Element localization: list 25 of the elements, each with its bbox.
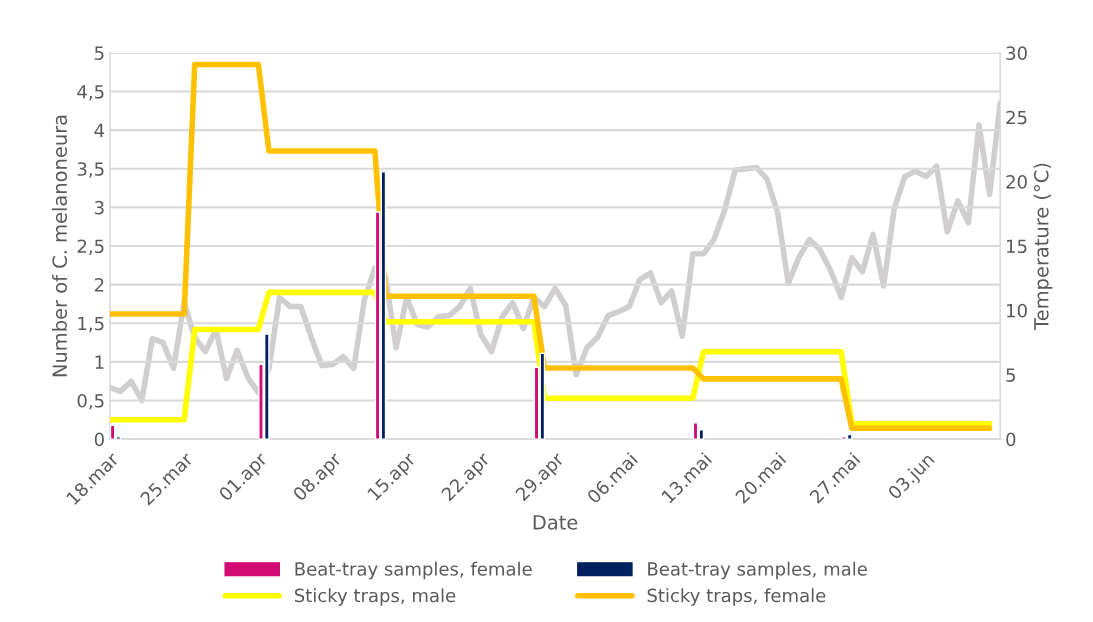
y-axis-title: Number of C. melanoneura xyxy=(52,115,68,377)
y2-tick-label: 5 xyxy=(1006,368,1015,382)
y-tick-label: 0,5 xyxy=(77,393,104,410)
legend-label: Beat-tray samples, male xyxy=(648,561,867,580)
y2-tick-label: 20 xyxy=(1006,175,1027,189)
y2-tick-label: 15 xyxy=(1007,239,1027,254)
legend-label: Sticky traps, male xyxy=(294,588,456,606)
y-tick-label: 2 xyxy=(94,278,104,292)
y-tick-label: 4 xyxy=(94,123,105,137)
y-tick-label: 3 xyxy=(94,200,104,215)
y2-tick-label: 25 xyxy=(1006,110,1027,125)
legend-label: Beat-tray samples, female xyxy=(295,561,532,580)
y-tick-label: 2,5 xyxy=(77,239,104,255)
y2-tick-label: 30 xyxy=(1006,46,1027,60)
y-tick-label: 5 xyxy=(95,46,104,60)
x-axis-title: Date xyxy=(533,515,578,530)
y-tick-label: 1,5 xyxy=(78,316,104,333)
y2-tick-label: 10 xyxy=(1007,303,1027,318)
y-tick-label: 1 xyxy=(95,355,104,369)
y-tick-label: 3,5 xyxy=(77,162,104,178)
legend-label: Sticky traps, female xyxy=(647,588,826,606)
y-tick-label: 4,5 xyxy=(77,85,104,101)
y2-tick-label: 0 xyxy=(1006,432,1016,447)
y-tick-label: 0 xyxy=(94,432,104,447)
y2-axis-title: Temperature (°C) xyxy=(1033,163,1053,330)
